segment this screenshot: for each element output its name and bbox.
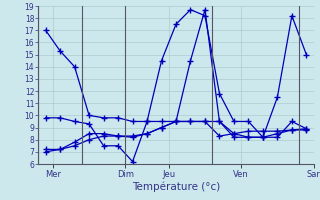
X-axis label: Température (°c): Température (°c) — [132, 181, 220, 192]
